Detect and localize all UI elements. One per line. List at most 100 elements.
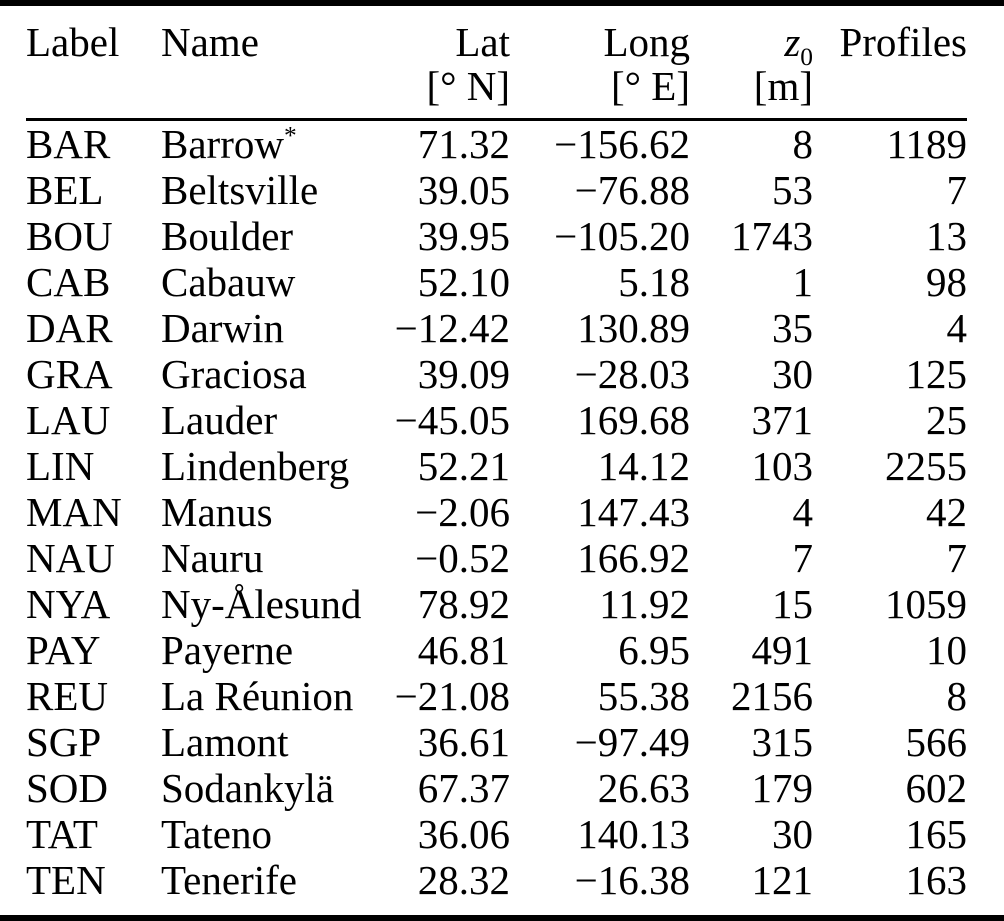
header-name-line2	[161, 64, 375, 108]
table-row: MAN Manus −2.06 147.43 4 42	[26, 489, 967, 535]
z0-subscript: 0	[800, 43, 813, 72]
cell-station-label: LIN	[26, 443, 95, 489]
cell-longitude: −28.03	[574, 351, 690, 397]
cell-longitude: 169.68	[577, 397, 690, 443]
cell-latitude: 36.06	[417, 811, 510, 857]
cell-longitude: 55.38	[597, 673, 690, 719]
z0-variable: z	[784, 19, 801, 65]
station-name-text: Barrow	[161, 121, 284, 167]
header-profiles-line2	[813, 64, 967, 108]
column-header-name: Name	[161, 6, 375, 121]
column-header-profiles: Profiles	[813, 6, 967, 121]
cell-longitude: −156.62	[554, 121, 690, 167]
cell-altitude-z0: 121	[751, 857, 814, 903]
cell-station-label: BAR	[26, 121, 111, 167]
table-row: BEL Beltsville 39.05 −76.88 53 7	[26, 167, 967, 213]
cell-longitude: 5.18	[618, 259, 690, 305]
cell-latitude: 39.95	[417, 213, 510, 259]
cell-latitude: 39.09	[417, 351, 510, 397]
station-name-text: Graciosa	[161, 351, 307, 397]
cell-longitude: 140.13	[577, 811, 690, 857]
cell-longitude: 166.92	[577, 535, 690, 581]
cell-longitude: −97.49	[574, 719, 690, 765]
cell-profiles-count: 25	[926, 397, 967, 443]
cell-altitude-z0: 103	[751, 443, 814, 489]
cell-station-name: Lindenberg	[161, 443, 375, 489]
cell-altitude-z0: 491	[751, 627, 814, 673]
station-name-text: Tateno	[161, 811, 272, 857]
table-header: Label Name Lat [° N] Long [° E] z0 [	[26, 6, 967, 121]
cell-profiles-count: 4	[946, 305, 968, 351]
cell-station-name: La Réunion	[161, 673, 375, 719]
cell-altitude-z0: 315	[751, 719, 814, 765]
cell-profiles-count: 10	[926, 627, 967, 673]
cell-altitude-z0: 371	[751, 397, 814, 443]
cell-station-name: Payerne	[161, 627, 375, 673]
cell-longitude: 130.89	[577, 305, 690, 351]
cell-profiles-count: 7	[946, 167, 968, 213]
cell-station-name: Lamont	[161, 719, 375, 765]
cell-station-label: GRA	[26, 351, 113, 397]
cell-latitude: 52.21	[417, 443, 510, 489]
station-name-text: La Réunion	[161, 673, 354, 719]
cell-profiles-count: 165	[905, 811, 968, 857]
column-header-long: Long [° E]	[510, 6, 690, 121]
header-long-unit: [° E]	[611, 63, 690, 109]
cell-latitude: 52.10	[417, 259, 510, 305]
cell-station-name: Sodankylä	[161, 765, 375, 811]
table-row: NAU Nauru −0.52 166.92 7 7	[26, 535, 967, 581]
cell-longitude: −105.20	[554, 213, 690, 259]
cell-station-label: TEN	[26, 857, 106, 903]
table-row: LIN Lindenberg 52.21 14.12 103 2255	[26, 443, 967, 489]
cell-latitude: 39.05	[417, 167, 510, 213]
header-name-line1: Name	[161, 19, 259, 65]
cell-longitude: 11.92	[599, 581, 690, 627]
cell-station-label: TAT	[26, 811, 98, 857]
header-row: Label Name Lat [° N] Long [° E] z0 [	[26, 6, 967, 121]
station-name-text: Lauder	[161, 397, 278, 443]
station-name-text: Manus	[161, 489, 273, 535]
cell-latitude: 78.92	[417, 581, 510, 627]
cell-altitude-z0: 35	[772, 305, 813, 351]
table-row: GRA Graciosa 39.09 −28.03 30 125	[26, 351, 967, 397]
station-name-text: Nauru	[161, 535, 264, 581]
cell-profiles-count: 602	[905, 765, 968, 811]
table-row: NYA Ny-Ålesund 78.92 11.92 15 1059	[26, 581, 967, 627]
table-row: DAR Darwin −12.42 130.89 35 4	[26, 305, 967, 351]
table-row: SGP Lamont 36.61 −97.49 315 566	[26, 719, 967, 765]
station-name-text: Sodankylä	[161, 765, 335, 811]
cell-station-name: Darwin	[161, 305, 375, 351]
cell-station-label: CAB	[26, 259, 111, 305]
cell-profiles-count: 42	[926, 489, 967, 535]
cell-station-label: REU	[26, 673, 108, 719]
table-row: CAB Cabauw 52.10 5.18 1 98	[26, 259, 967, 305]
cell-station-label: NAU	[26, 535, 115, 581]
station-name-text: Lindenberg	[161, 443, 350, 489]
cell-station-name: Barrow*	[161, 120, 375, 167]
cell-profiles-count: 98	[926, 259, 967, 305]
cell-station-name: Tenerife	[161, 857, 375, 903]
cell-station-name: Beltsville	[161, 167, 375, 213]
cell-longitude: −76.88	[574, 167, 690, 213]
cell-longitude: 26.63	[597, 765, 690, 811]
cell-latitude: −12.42	[394, 305, 510, 351]
cell-profiles-count: 163	[905, 857, 968, 903]
column-header-z0: z0 [m]	[690, 6, 813, 121]
station-name-text: Beltsville	[161, 167, 319, 213]
table-row: PAY Payerne 46.81 6.95 491 10	[26, 627, 967, 673]
cell-profiles-count: 2255	[885, 443, 967, 489]
cell-station-name: Lauder	[161, 397, 375, 443]
cell-latitude: 36.61	[417, 719, 510, 765]
cell-altitude-z0: 15	[772, 581, 813, 627]
cell-station-label: BEL	[26, 167, 104, 213]
cell-latitude: 28.32	[417, 857, 510, 903]
cell-altitude-z0: 8	[792, 121, 814, 167]
cell-altitude-z0: 4	[792, 489, 814, 535]
cell-latitude: −45.05	[394, 397, 510, 443]
cell-latitude: 46.81	[417, 627, 510, 673]
table-row: TAT Tateno 36.06 140.13 30 165	[26, 811, 967, 857]
station-name-text: Tenerife	[161, 857, 297, 903]
header-lat-unit: [° N]	[426, 63, 510, 109]
header-profiles-line1: Profiles	[839, 19, 967, 65]
